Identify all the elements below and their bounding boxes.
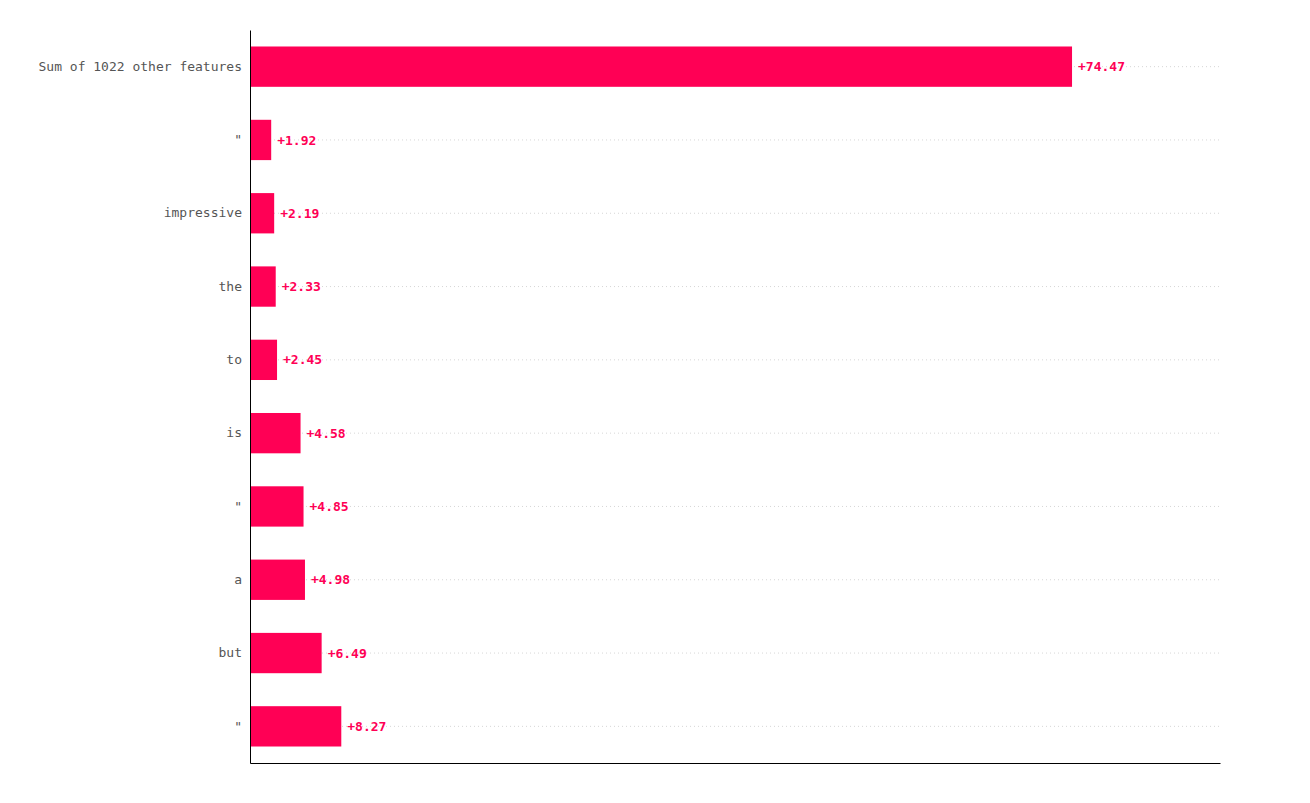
bar	[250, 486, 304, 526]
data-label: +2.33	[282, 279, 321, 294]
y-tick-label: a	[234, 572, 242, 587]
data-label: +4.98	[311, 572, 350, 587]
y-tick: but	[219, 645, 250, 660]
bar	[250, 266, 276, 306]
data-label: +1.92	[277, 133, 316, 148]
x-axis-line	[251, 763, 1221, 764]
plot: +8.27 +6.49 +4.98 +4.85 +4.58 +2.45 +2.33 +2.19…	[39, 31, 1221, 764]
y-tick: "	[234, 499, 250, 514]
data-label: +74.47	[1078, 59, 1125, 74]
bar	[250, 560, 305, 600]
bar	[250, 413, 301, 453]
grid-line	[250, 653, 1220, 654]
grid-line	[250, 506, 1220, 507]
chart: +8.27 +6.49 +4.98 +4.85 +4.58 +2.45 +2.33 +2.19…	[0, 0, 1310, 803]
grid-line	[250, 726, 1220, 727]
y-tick: the	[219, 279, 250, 294]
bar	[250, 120, 271, 160]
bars	[250, 46, 1072, 746]
grid	[250, 67, 1220, 727]
data-label: +4.85	[310, 499, 349, 514]
y-tick-label: is	[226, 425, 242, 440]
y-tick: impressive	[164, 205, 250, 220]
data-label: +2.45	[283, 352, 322, 367]
data-label: +6.49	[328, 646, 367, 661]
bar	[250, 193, 274, 233]
x-axis	[251, 763, 1221, 764]
grid-line	[250, 359, 1220, 360]
y-axis-line	[250, 31, 251, 764]
data-label: +2.19	[280, 206, 319, 221]
y-tick: is	[226, 425, 250, 440]
y-tick: a	[234, 572, 250, 587]
data-label: +4.58	[307, 426, 346, 441]
grid-line	[250, 433, 1220, 434]
data-labels: +8.27 +6.49 +4.98 +4.85 +4.58 +2.45 +2.33 +2.19…	[277, 59, 1125, 734]
y-tick: to	[226, 352, 250, 367]
y-tick: Sum of 1022 other features	[39, 59, 251, 74]
y-tick-label: but	[219, 645, 242, 660]
grid-line	[250, 579, 1220, 580]
bar	[250, 340, 277, 380]
grid-line	[250, 139, 1220, 140]
bar	[250, 706, 341, 746]
grid-line	[250, 286, 1220, 287]
y-tick-label: "	[234, 132, 242, 147]
y-tick-label: Sum of 1022 other features	[39, 59, 243, 74]
bar	[250, 46, 1072, 86]
y-tick-label: to	[226, 352, 242, 367]
y-tick-label: "	[234, 719, 242, 734]
y-tick-label: "	[234, 499, 242, 514]
bar	[250, 633, 322, 673]
y-tick-label: the	[219, 279, 243, 294]
data-label: +8.27	[347, 719, 386, 734]
y-tick-label: impressive	[164, 205, 242, 220]
y-axis: " but a " is to the impressive " Sum of 1022 othe…	[39, 31, 251, 764]
y-tick: "	[234, 719, 250, 734]
y-tick: "	[234, 132, 250, 147]
grid-line	[250, 213, 1220, 214]
